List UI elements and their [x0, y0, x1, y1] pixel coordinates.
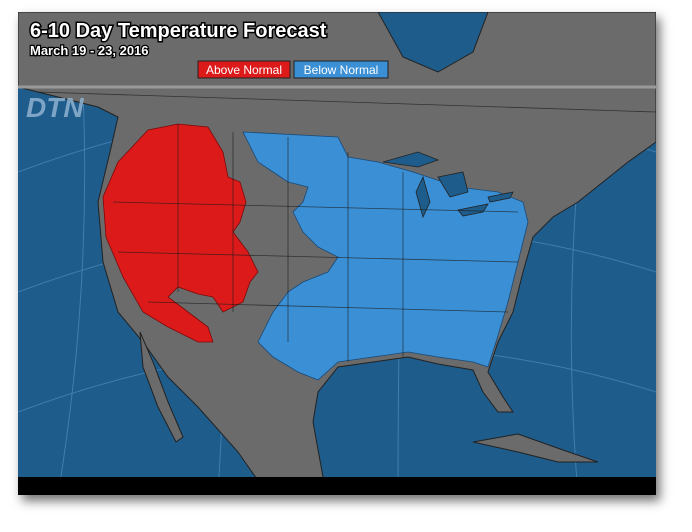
great-lakes: [382, 151, 514, 219]
map: DTN 6-10 Day Temperature Forecast March …: [18, 12, 656, 495]
state-lines: [37, 91, 656, 362]
above-normal-region: [102, 123, 259, 343]
subtitle: March 19 - 23, 2016: [30, 43, 149, 58]
baja: [139, 331, 184, 443]
map-frame: DTN 6-10 Day Temperature Forecast March …: [18, 12, 656, 495]
legend-label: Above Normal: [206, 63, 282, 77]
legend-swatch: [293, 60, 389, 79]
cuba: [472, 433, 599, 463]
legend-swatch: [197, 60, 291, 79]
hudson-bay: [377, 12, 489, 73]
title: 6-10 Day Temperature Forecast: [30, 20, 327, 42]
logo: DTN: [26, 92, 84, 123]
legend-label: Below Normal: [304, 63, 379, 77]
bottom-bar: [18, 477, 656, 495]
